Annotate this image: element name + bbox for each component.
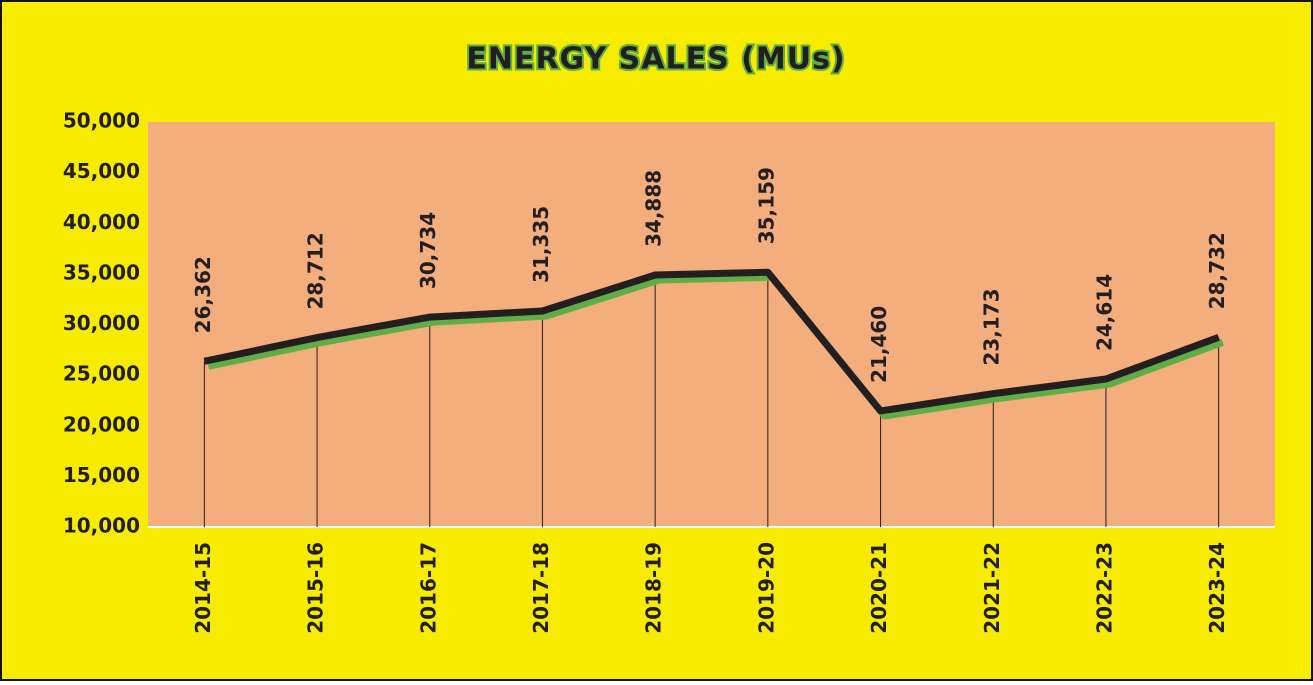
y-tick-label: 40,000 xyxy=(63,210,140,234)
y-tick-label: 20,000 xyxy=(63,412,140,436)
data-label: 28,732 xyxy=(1205,232,1229,309)
data-label: 26,362 xyxy=(191,256,215,333)
data-label: 31,335 xyxy=(529,206,553,283)
y-tick-label: 45,000 xyxy=(63,159,140,183)
x-tick-label: 2019-20 xyxy=(754,542,778,634)
y-tick-label: 50,000 xyxy=(63,109,140,133)
data-label: 24,614 xyxy=(1092,274,1116,351)
y-tick-label: 25,000 xyxy=(63,362,140,386)
data-label: 21,460 xyxy=(867,306,891,383)
y-tick-label: 15,000 xyxy=(63,463,140,487)
x-tick-label: 2014-15 xyxy=(191,542,215,634)
data-label: 28,712 xyxy=(304,232,328,309)
line xyxy=(203,268,1220,415)
x-tick-label: 2017-18 xyxy=(529,542,553,634)
x-tick-label: 2022-23 xyxy=(1092,542,1116,634)
x-tick-label: 2016-17 xyxy=(416,542,440,634)
x-tick-label: 2018-19 xyxy=(642,542,666,634)
x-tick-label: 2023-24 xyxy=(1205,542,1229,634)
x-tick-label: 2020-21 xyxy=(867,542,891,634)
plot-area xyxy=(148,122,1275,527)
y-tick-label: 35,000 xyxy=(63,260,140,284)
y-tick-label: 30,000 xyxy=(63,311,140,335)
x-tick-label: 2021-22 xyxy=(980,542,1004,634)
line-shadow xyxy=(207,273,1224,420)
chart-title: ENERGY SALES (MUs) xyxy=(466,42,845,77)
data-label: 23,173 xyxy=(980,288,1004,365)
data-label: 35,159 xyxy=(754,167,778,244)
data-label: 34,888 xyxy=(642,170,666,247)
y-tick-label: 10,000 xyxy=(63,514,140,538)
x-tick-label: 2015-16 xyxy=(304,542,328,634)
data-label: 30,734 xyxy=(416,212,440,289)
